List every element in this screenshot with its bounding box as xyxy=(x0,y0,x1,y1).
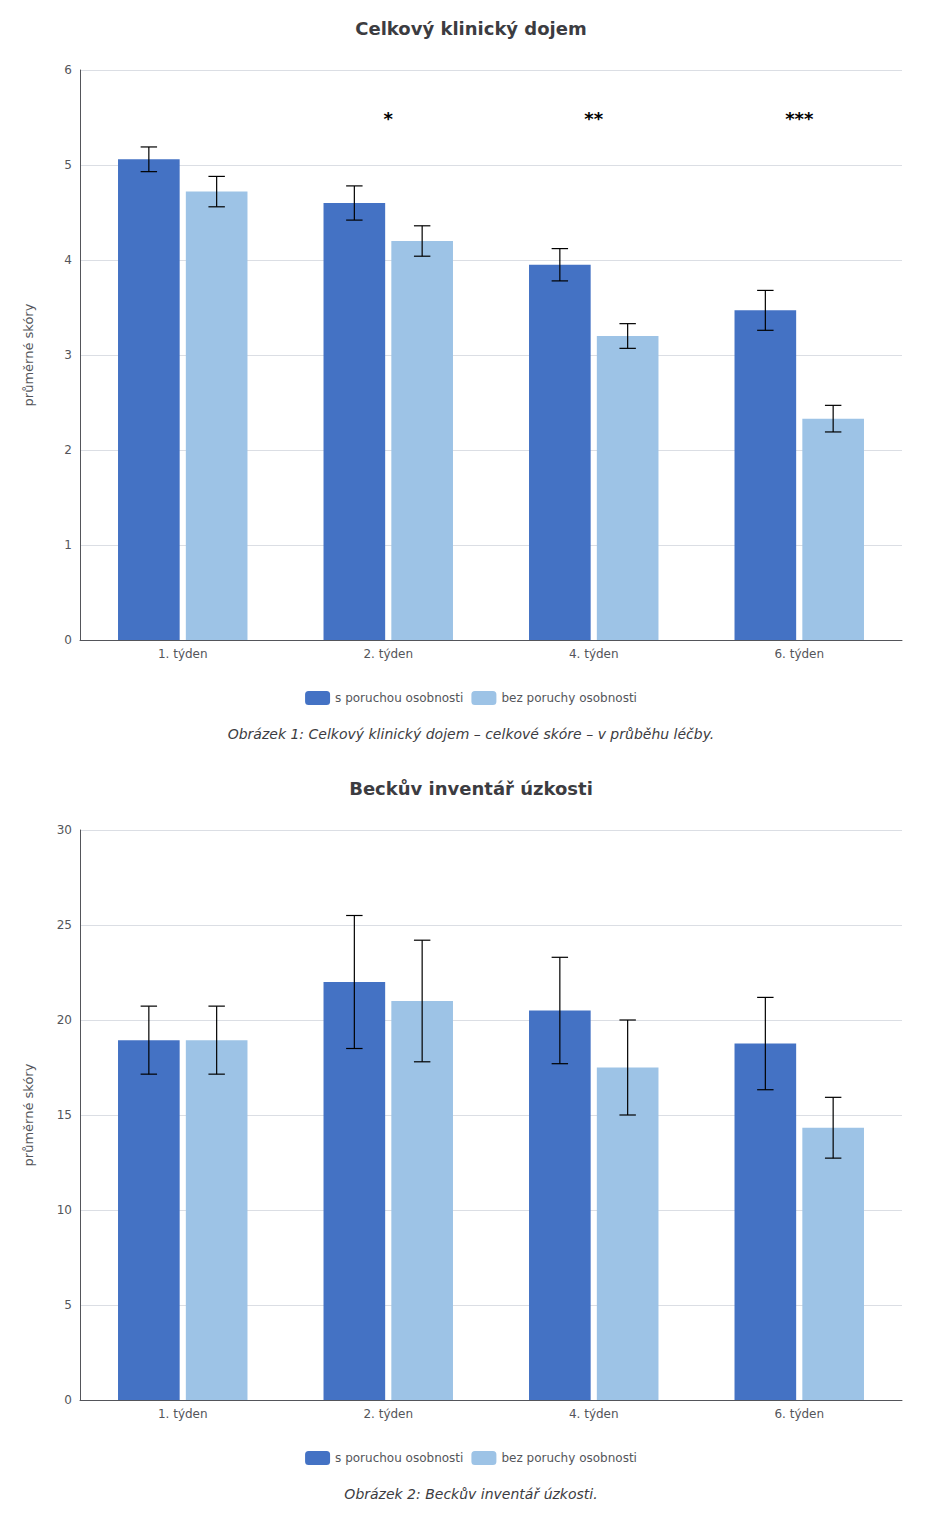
svg-text:5: 5 xyxy=(64,158,72,172)
svg-text:10: 10 xyxy=(57,1203,72,1217)
svg-text:4: 4 xyxy=(64,253,72,267)
svg-text:2. týden: 2. týden xyxy=(363,647,413,661)
svg-text:1. týden: 1. týden xyxy=(158,1407,208,1421)
svg-text:bez poruchy osobnosti: bez poruchy osobnosti xyxy=(501,1451,637,1465)
svg-text:0: 0 xyxy=(64,633,72,647)
svg-text:6. týden: 6. týden xyxy=(774,647,824,661)
svg-text:3: 3 xyxy=(64,348,72,362)
svg-text:6: 6 xyxy=(64,63,72,77)
svg-text:2: 2 xyxy=(64,443,72,457)
svg-text:1. týden: 1. týden xyxy=(158,647,208,661)
svg-text:**: ** xyxy=(584,108,603,129)
svg-text:30: 30 xyxy=(57,823,72,837)
svg-text:Obrázek 2: Beckův inventář úzk: Obrázek 2: Beckův inventář úzkosti. xyxy=(344,1486,597,1502)
svg-text:s poruchou osobnosti: s poruchou osobnosti xyxy=(335,1451,463,1465)
svg-text:4. týden: 4. týden xyxy=(569,1407,619,1421)
svg-text:20: 20 xyxy=(57,1013,72,1027)
svg-text:1: 1 xyxy=(64,538,72,552)
svg-text:6. týden: 6. týden xyxy=(774,1407,824,1421)
svg-text:Beckův inventář úzkosti: Beckův inventář úzkosti xyxy=(349,778,593,799)
svg-text:25: 25 xyxy=(57,918,72,932)
svg-text:4. týden: 4. týden xyxy=(569,647,619,661)
svg-text:5: 5 xyxy=(64,1298,72,1312)
svg-text:průměrné skóry: průměrné skóry xyxy=(21,303,36,406)
svg-text:bez poruchy osobnosti: bez poruchy osobnosti xyxy=(501,691,637,705)
svg-text:***: *** xyxy=(785,108,814,129)
svg-text:0: 0 xyxy=(64,1393,72,1407)
svg-text:Celkový klinický dojem: Celkový klinický dojem xyxy=(355,18,587,39)
svg-text:15: 15 xyxy=(57,1108,72,1122)
svg-text:Obrázek 1: Celkový klinický do: Obrázek 1: Celkový klinický dojem – celk… xyxy=(228,726,715,742)
svg-text:průměrné skóry: průměrné skóry xyxy=(21,1063,36,1166)
svg-text:s poruchou osobnosti: s poruchou osobnosti xyxy=(335,691,463,705)
svg-text:2. týden: 2. týden xyxy=(363,1407,413,1421)
svg-text:*: * xyxy=(384,108,394,129)
